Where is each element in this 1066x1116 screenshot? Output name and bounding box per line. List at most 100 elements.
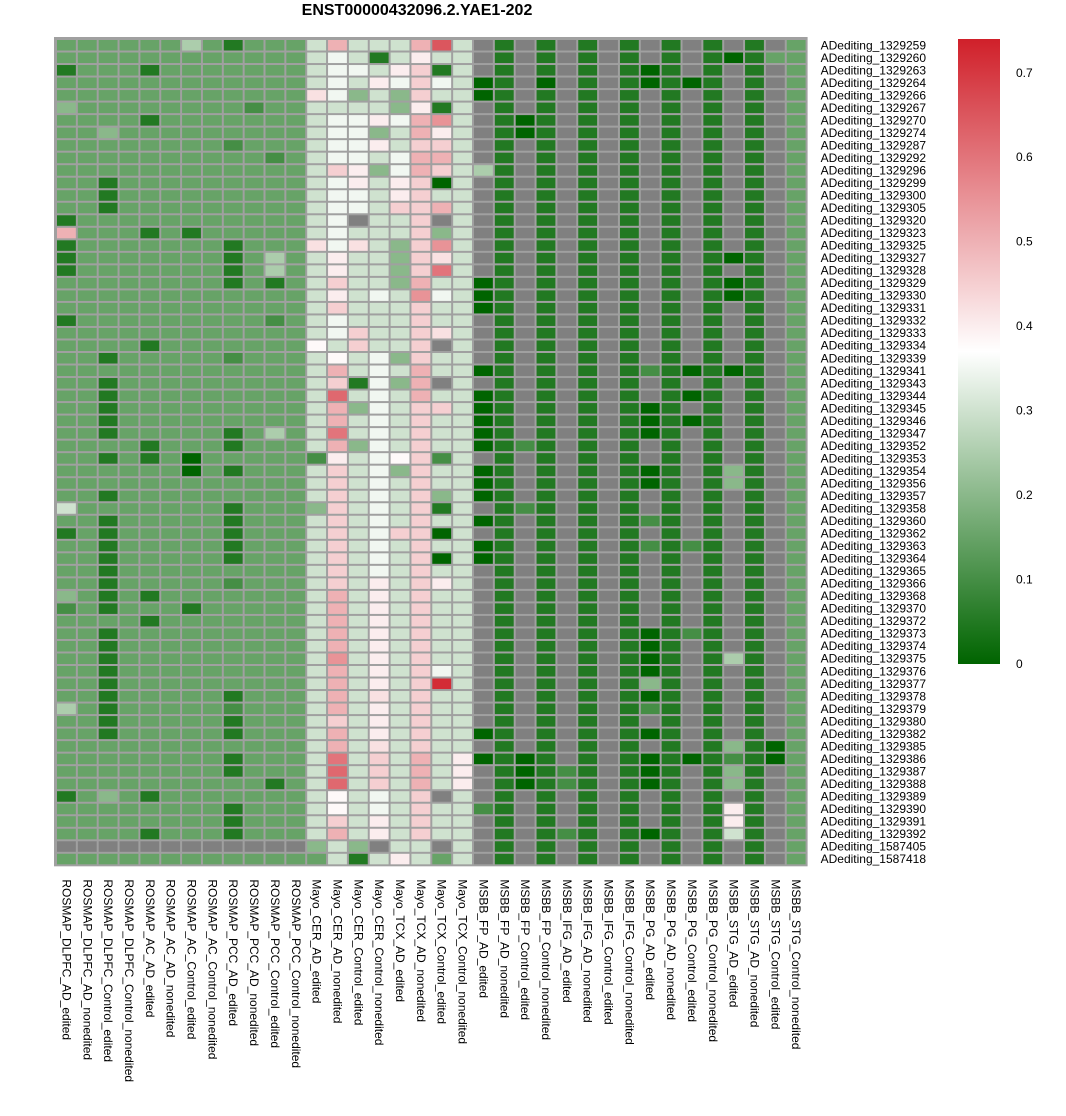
heatmap-cell	[98, 828, 118, 840]
heatmap-cell	[515, 290, 535, 301]
heatmap-cell	[244, 853, 264, 865]
heatmap-cell	[765, 703, 785, 715]
heatmap-cell	[223, 190, 243, 201]
heatmap-cell	[724, 240, 744, 251]
heatmap-cell	[223, 540, 243, 552]
heatmap-cell	[182, 127, 201, 139]
heatmap-cell	[265, 791, 285, 802]
heatmap-cell	[494, 52, 514, 64]
heatmap-cell	[724, 115, 744, 126]
heatmap-cell	[557, 615, 577, 627]
heatmap-cell	[77, 640, 97, 652]
heatmap-cell	[786, 378, 806, 389]
heatmap-cell	[348, 628, 368, 639]
heatmap-cell	[494, 277, 514, 289]
heatmap-cell	[98, 102, 118, 114]
heatmap-cell	[557, 503, 577, 514]
heatmap-cell	[140, 590, 160, 602]
heatmap-cell	[745, 528, 764, 539]
heatmap-cell	[703, 490, 723, 502]
heatmap-cell	[640, 190, 660, 201]
heatmap-cell	[557, 40, 577, 51]
heatmap-cell	[390, 102, 410, 114]
heatmap-cell	[765, 565, 785, 577]
heatmap-cell	[474, 390, 493, 402]
heatmap-cell	[474, 666, 493, 677]
heatmap-cell	[453, 603, 472, 614]
heatmap-cell	[265, 428, 285, 439]
column-label: MSBB_PG_Control_edited	[685, 879, 699, 1022]
heatmap-cell	[244, 716, 264, 727]
heatmap-cell	[515, 578, 535, 589]
heatmap-cell	[182, 728, 201, 740]
heatmap-cell	[682, 528, 702, 539]
heatmap-cell	[411, 227, 431, 239]
heatmap-cell	[119, 778, 139, 790]
heatmap-cell	[161, 853, 181, 865]
heatmap-cell	[348, 277, 368, 289]
heatmap-cell	[494, 90, 514, 101]
heatmap-cell	[98, 90, 118, 101]
heatmap-cell	[390, 340, 410, 351]
heatmap-cell	[265, 165, 285, 176]
heatmap-cell	[223, 40, 243, 51]
heatmap-cell	[77, 440, 97, 452]
heatmap-cell	[619, 52, 639, 64]
heatmap-cell	[119, 465, 139, 477]
heatmap-cell	[786, 778, 806, 790]
heatmap-cell	[682, 816, 702, 827]
heatmap-cell	[57, 753, 76, 765]
heatmap-cell	[98, 428, 118, 439]
heatmap-cell	[244, 265, 264, 276]
heatmap-cell	[265, 177, 285, 189]
heatmap-cell	[724, 277, 744, 289]
heatmap-cell	[182, 365, 201, 377]
heatmap-cell	[619, 528, 639, 539]
heatmap-cell	[348, 302, 368, 314]
heatmap-cell	[557, 290, 577, 301]
heatmap-cell	[140, 465, 160, 477]
heatmap-cell	[599, 90, 618, 101]
heatmap-cell	[390, 415, 410, 427]
heatmap-cell	[494, 628, 514, 639]
heatmap-cell	[432, 578, 452, 589]
heatmap-cell	[536, 478, 556, 489]
heatmap-cell	[57, 478, 76, 489]
heatmap-cell	[432, 691, 452, 702]
heatmap-cell	[557, 628, 577, 639]
heatmap-cell	[536, 628, 556, 639]
row-label: ADediting_1329372	[821, 614, 927, 628]
heatmap-cell	[161, 378, 181, 389]
heatmap-cell	[765, 453, 785, 464]
heatmap-cell	[765, 741, 785, 752]
heatmap-cell	[286, 403, 306, 414]
heatmap-cell	[494, 152, 514, 164]
heatmap-cell	[244, 578, 264, 589]
heatmap-cell	[640, 503, 660, 514]
row-label: ADediting_1329344	[821, 389, 927, 403]
heatmap-cell	[619, 653, 639, 664]
heatmap-cell	[578, 353, 598, 364]
heatmap-cell	[536, 766, 556, 777]
row-label: ADediting_1329378	[821, 689, 927, 703]
heatmap-cell	[140, 340, 160, 351]
heatmap-cell	[182, 215, 201, 226]
heatmap-cell	[77, 666, 97, 677]
heatmap-cell	[703, 403, 723, 414]
heatmap-cell	[765, 440, 785, 452]
heatmap-cell	[202, 102, 222, 114]
heatmap-cell	[411, 65, 431, 76]
heatmap-cell	[57, 816, 76, 827]
heatmap-cell	[536, 465, 556, 477]
heatmap-cell	[599, 415, 618, 427]
heatmap-cell	[77, 177, 97, 189]
heatmap-cell	[453, 90, 472, 101]
row-label: ADediting_1329354	[821, 464, 927, 478]
heatmap-cell	[661, 853, 681, 865]
heatmap-cell	[307, 853, 327, 865]
heatmap-cell	[286, 378, 306, 389]
heatmap-cell	[724, 478, 744, 489]
heatmap-cell	[578, 403, 598, 414]
heatmap-cell	[599, 603, 618, 614]
heatmap-cell	[348, 40, 368, 51]
